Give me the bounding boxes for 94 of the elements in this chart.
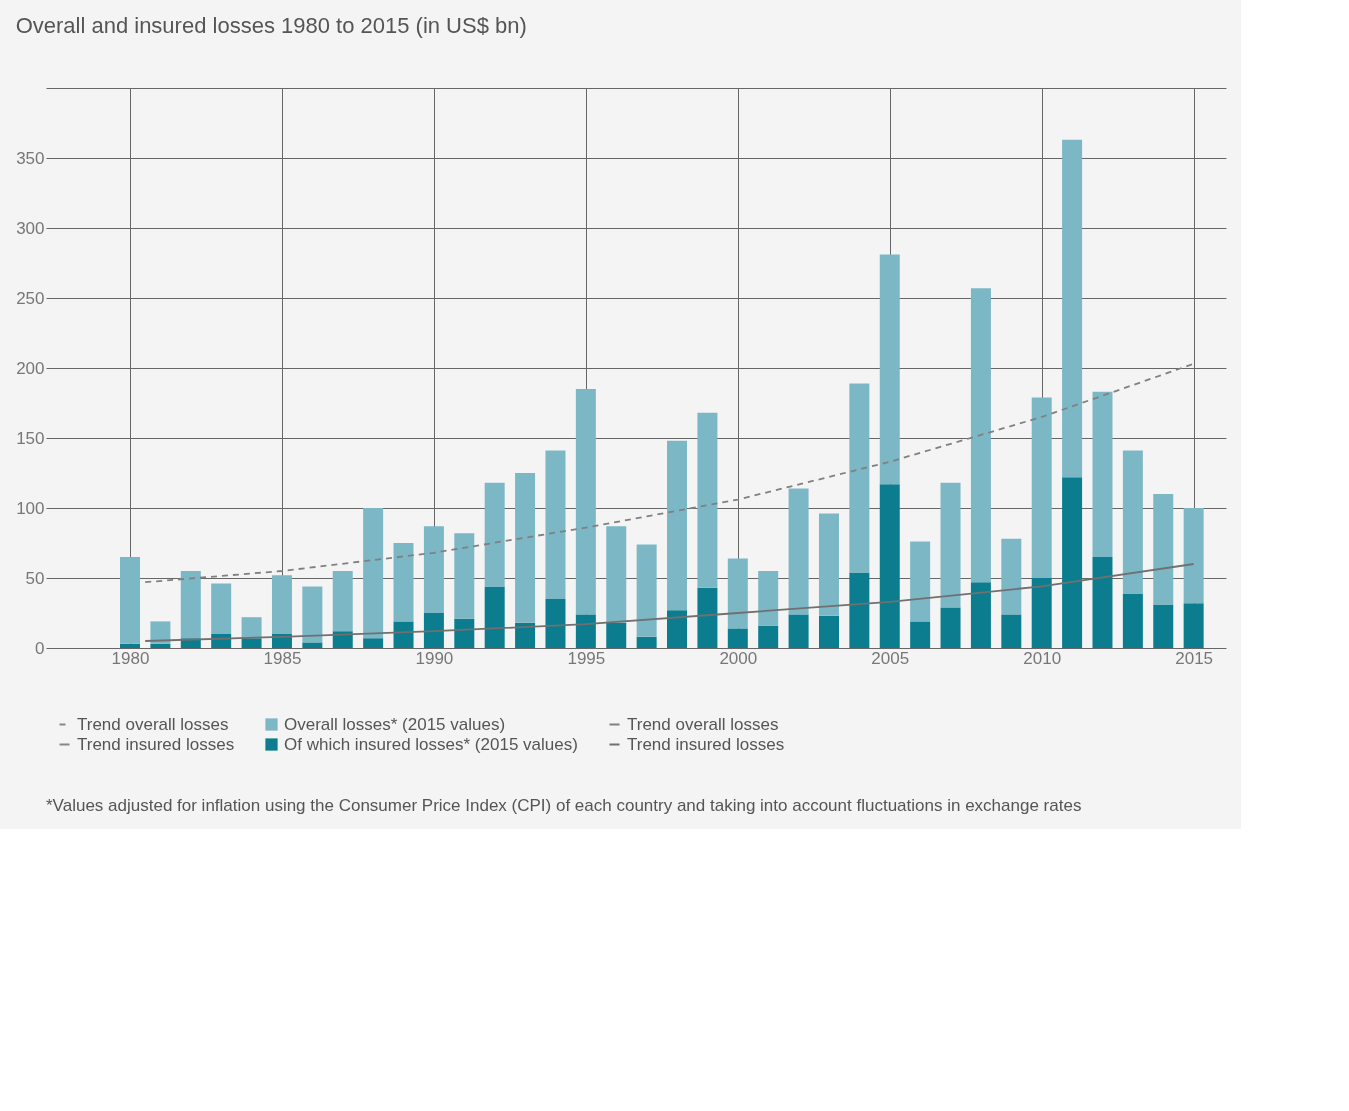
legend-label: Overall losses* (2015 values) <box>284 714 506 734</box>
text: Trend overall losses <box>627 714 779 734</box>
bar <box>910 621 931 648</box>
bar <box>302 586 323 643</box>
y-tick-label: 200 <box>16 358 45 378</box>
y-tick-label: 100 <box>16 498 45 518</box>
bar <box>1153 604 1174 648</box>
bar <box>1062 139 1083 478</box>
x-tick-label: 2000 <box>719 648 758 668</box>
bar <box>910 541 931 622</box>
bar <box>332 571 353 632</box>
bar <box>120 643 141 648</box>
bar <box>818 513 839 616</box>
bar <box>1031 578 1052 648</box>
x-tick-label: 2010 <box>1023 648 1062 668</box>
bar <box>515 473 536 623</box>
line-series <box>144 362 1195 584</box>
bar <box>575 389 596 615</box>
bar <box>1183 603 1204 648</box>
bar <box>727 628 748 648</box>
x-tick-label: 2005 <box>871 648 910 668</box>
bar <box>788 488 809 615</box>
bar <box>545 450 566 599</box>
bar <box>636 544 657 637</box>
x-tick-label: 1980 <box>111 648 150 668</box>
x-tick-label: 1985 <box>263 648 302 668</box>
bar <box>1092 557 1113 648</box>
bar <box>211 583 232 634</box>
bar <box>150 643 171 648</box>
y-tick-label: 300 <box>16 218 45 238</box>
bar <box>120 557 141 644</box>
bar <box>150 621 171 644</box>
bar <box>727 558 748 629</box>
bar <box>606 526 627 623</box>
x-tick-label: 1995 <box>567 648 606 668</box>
bar <box>606 622 627 648</box>
text: Trend insured losses <box>77 734 235 754</box>
bar <box>332 631 353 648</box>
bar <box>241 638 262 648</box>
bar <box>545 599 566 648</box>
bar <box>758 571 779 626</box>
bar <box>940 607 961 648</box>
bar <box>1001 614 1022 648</box>
bar <box>788 614 809 648</box>
bar <box>697 587 718 648</box>
bar <box>636 636 657 648</box>
legend-label: Of which insured losses* (2015 values) <box>284 734 578 754</box>
x-tick-label: 2015 <box>1175 648 1214 668</box>
bar <box>758 625 779 648</box>
chart-title: Overall and insured losses 1980 to 2015 (in US$ bn) <box>15 13 527 38</box>
bar <box>849 383 870 573</box>
bar <box>849 572 870 648</box>
bar <box>1031 397 1052 578</box>
bar <box>1062 477 1083 648</box>
bar <box>454 618 475 648</box>
y-tick-label: 250 <box>16 288 45 308</box>
bar <box>423 613 444 648</box>
bar <box>393 543 414 622</box>
y-tick-label: 0 <box>35 638 45 658</box>
bar <box>970 582 991 648</box>
bar <box>1122 450 1143 594</box>
bar <box>697 412 718 588</box>
y-tick-label: 350 <box>16 148 45 168</box>
bar <box>667 610 688 648</box>
y-tick-label: 150 <box>16 428 45 448</box>
bar <box>575 614 596 648</box>
bar <box>1183 508 1204 604</box>
bar <box>241 617 262 639</box>
bar <box>515 622 536 648</box>
x-tick-label: 1990 <box>415 648 454 668</box>
bar <box>180 571 201 639</box>
bar <box>879 484 900 648</box>
bar <box>940 482 961 608</box>
y-tick-label: 50 <box>25 568 45 588</box>
bar <box>1092 391 1113 557</box>
bar <box>1001 538 1022 615</box>
bar <box>423 526 444 613</box>
bar <box>1153 494 1174 605</box>
bar <box>363 508 384 639</box>
bar <box>970 288 991 583</box>
bar <box>302 642 323 648</box>
bar <box>484 586 505 648</box>
bar <box>484 482 505 587</box>
bar <box>454 533 475 619</box>
bar <box>393 621 414 648</box>
legend-label: Trend overall losses <box>77 714 229 734</box>
text: *Values adjusted for inflation using the Consumer Price Index (CPI) of each country and taking into account fluctuations in exchange rates <box>46 796 1082 815</box>
bar <box>271 575 292 634</box>
bar <box>363 638 384 648</box>
bar <box>818 615 839 648</box>
bar <box>879 254 900 485</box>
bar <box>667 440 688 611</box>
legend-label: Trend insured losses <box>627 734 785 754</box>
bar <box>1122 593 1143 648</box>
